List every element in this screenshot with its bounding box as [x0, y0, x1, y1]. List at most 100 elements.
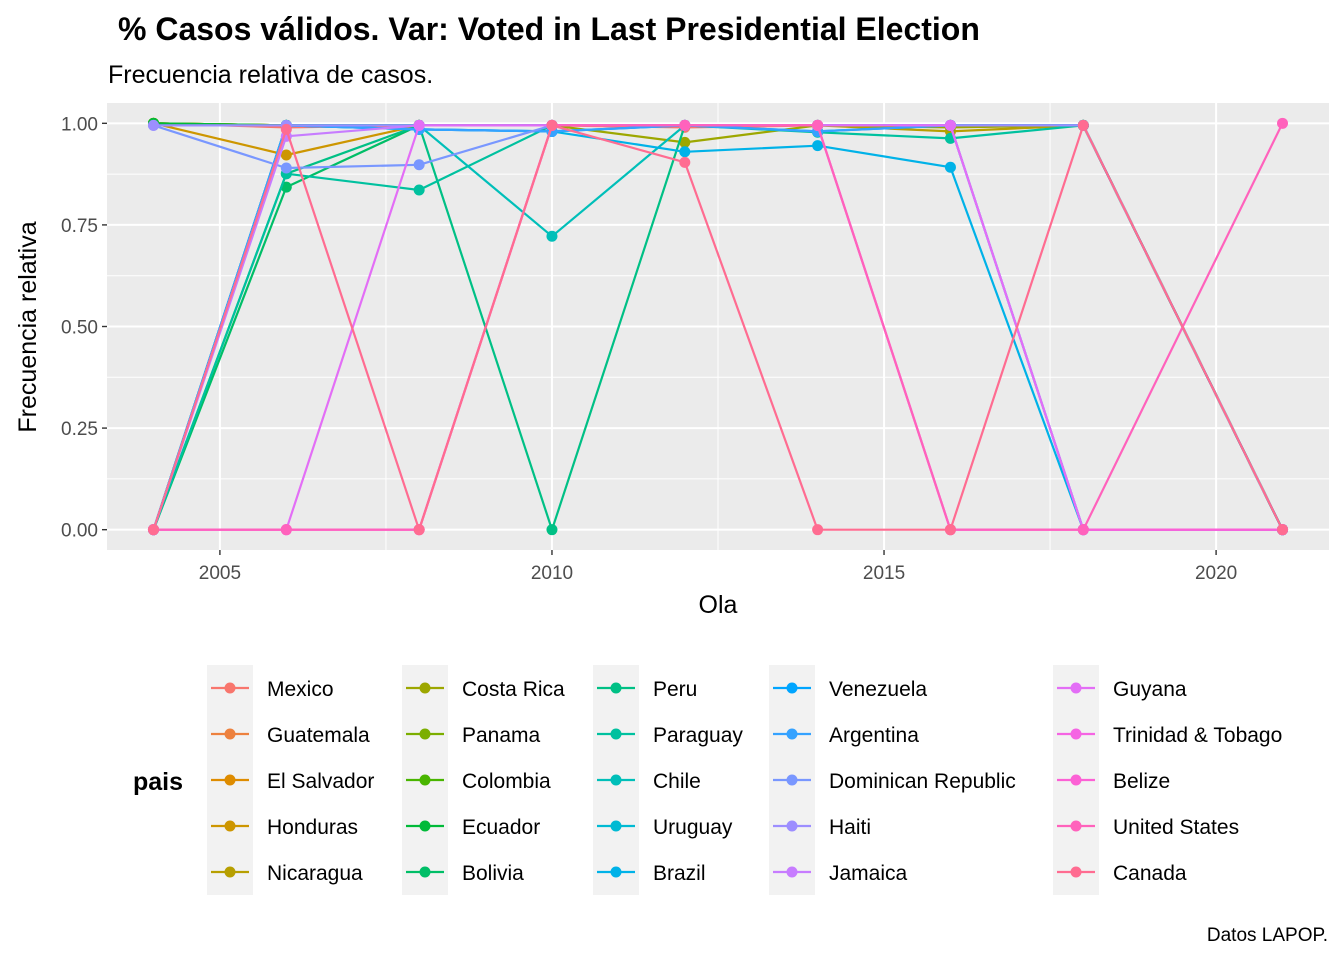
legend-item-united-states: United States	[1053, 803, 1239, 849]
legend-title: pais	[133, 768, 183, 796]
legend-key-point	[786, 774, 798, 786]
legend-key-point	[610, 728, 622, 740]
legend-item-dominican-republic: Dominican Republic	[769, 757, 1016, 803]
legend-label: Honduras	[267, 816, 358, 839]
y-tick-label: 1.00	[61, 114, 98, 135]
legend-key-point	[419, 728, 431, 740]
chart-title: % Casos válidos. Var: Voted in Last Pres…	[118, 11, 980, 47]
legend-item-nicaragua: Nicaragua	[207, 849, 363, 895]
legend-key-point	[610, 682, 622, 694]
data-point-united-states	[812, 119, 824, 131]
legend-label: Chile	[653, 770, 701, 793]
data-point-canada	[147, 524, 159, 536]
data-point-honduras	[280, 149, 292, 161]
legend-label: Trinidad & Tobago	[1113, 724, 1282, 747]
legend-key-point	[786, 728, 798, 740]
legend-label: United States	[1113, 816, 1239, 839]
legend-item-jamaica: Jamaica	[769, 849, 908, 895]
data-point-dominican-republic	[280, 162, 292, 174]
data-point-canada	[812, 524, 824, 536]
legend-key-point	[786, 682, 798, 694]
legend-item-canada: Canada	[1053, 849, 1187, 895]
y-tick-label: 0.50	[61, 318, 98, 339]
legend-key-point	[1070, 682, 1082, 694]
axis-ticks: 2005 2010 2015 2020 0.00 0.25 0.50 0.75 1.00	[61, 114, 1237, 584]
data-point-guyana	[413, 119, 425, 131]
data-point-united-states	[679, 119, 691, 131]
legend-key-point	[610, 774, 622, 786]
legend-label: Dominican Republic	[829, 770, 1016, 793]
legend-label: Colombia	[462, 770, 551, 793]
data-point-canada	[546, 119, 558, 131]
data-point-canada	[679, 156, 691, 168]
legend-item-colombia: Colombia	[402, 757, 551, 803]
legend-key-point	[419, 866, 431, 878]
data-point-canada	[944, 524, 956, 536]
legend-label: Bolivia	[462, 862, 524, 885]
legend-item-belize: Belize	[1053, 757, 1170, 803]
legend-item-trinidad-and-tobago: Trinidad & Tobago	[1053, 711, 1282, 757]
data-point-brazil	[944, 161, 956, 173]
data-point-canada	[1077, 119, 1089, 131]
data-point-haiti	[147, 119, 159, 131]
data-point-paraguay	[413, 184, 425, 196]
data-point-brazil	[812, 140, 824, 152]
data-point-peru	[546, 524, 558, 536]
series-canada	[147, 119, 1289, 536]
legend-label: Ecuador	[462, 816, 540, 839]
data-point-united-states	[1077, 524, 1089, 536]
series-layer	[147, 117, 1289, 536]
legend-label: Mexico	[267, 678, 334, 701]
legend-item-guatemala: Guatemala	[207, 711, 370, 757]
legend: Mexico Guatemala El Salvador Honduras Nicara…	[207, 665, 1282, 895]
legend-item-chile: Chile	[593, 757, 701, 803]
data-point-costa-rica	[679, 136, 691, 148]
legend-label: Paraguay	[653, 724, 743, 747]
legend-key-point	[419, 820, 431, 832]
legend-key-point	[224, 682, 236, 694]
legend-item-peru: Peru	[593, 665, 697, 711]
data-point-chile	[546, 230, 558, 242]
legend-key-point	[224, 728, 236, 740]
legend-item-uruguay: Uruguay	[593, 803, 733, 849]
x-tick-label: 2005	[199, 563, 241, 584]
legend-key-point	[224, 774, 236, 786]
data-point-united-states	[280, 524, 292, 536]
legend-label: Haiti	[829, 816, 871, 839]
x-tick-label: 2020	[1195, 563, 1237, 584]
x-axis-title: Ola	[699, 591, 738, 619]
legend-label: Guyana	[1113, 678, 1187, 701]
legend-key-point	[419, 774, 431, 786]
legend-item-guyana: Guyana	[1053, 665, 1187, 711]
x-tick-label: 2010	[531, 563, 573, 584]
y-tick-label: 0.00	[61, 521, 98, 542]
data-point-canada	[280, 123, 292, 135]
data-point-guyana	[944, 119, 956, 131]
legend-item-brazil: Brazil	[593, 849, 706, 895]
legend-label: El Salvador	[267, 770, 374, 793]
data-point-united-states	[1277, 117, 1289, 129]
y-tick-label: 0.25	[61, 419, 98, 440]
legend-item-haiti: Haiti	[769, 803, 871, 849]
legend-item-costa-rica: Costa Rica	[402, 665, 565, 711]
legend-label: Nicaragua	[267, 862, 363, 885]
y-tick-label: 0.75	[61, 216, 98, 237]
legend-label: Canada	[1113, 862, 1187, 885]
legend-key-point	[419, 682, 431, 694]
legend-item-argentina: Argentina	[769, 711, 919, 757]
legend-label: Brazil	[653, 862, 706, 885]
legend-item-mexico: Mexico	[207, 665, 334, 711]
legend-item-paraguay: Paraguay	[593, 711, 743, 757]
chart-subtitle: Frecuencia relativa de casos.	[108, 61, 433, 89]
legend-label: Costa Rica	[462, 678, 565, 701]
legend-label: Jamaica	[829, 862, 908, 885]
data-point-brazil	[679, 146, 691, 158]
legend-label: Venezuela	[829, 678, 927, 701]
legend-label: Belize	[1113, 770, 1170, 793]
legend-key-point	[1070, 774, 1082, 786]
legend-item-venezuela: Venezuela	[769, 665, 927, 711]
legend-label: Guatemala	[267, 724, 370, 747]
data-point-canada	[413, 524, 425, 536]
legend-key-point	[786, 820, 798, 832]
